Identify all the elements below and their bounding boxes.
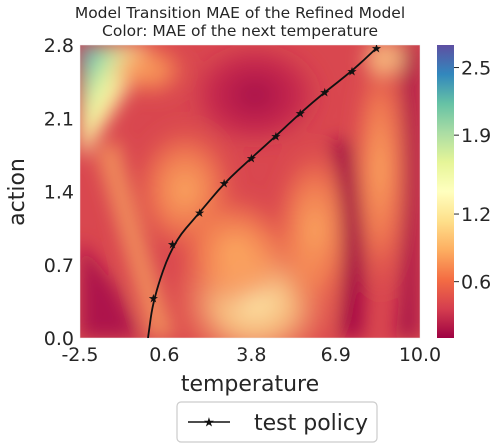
colorbar-tick-label: 0.6 [461, 272, 491, 294]
policy-point-marker: ★ [167, 237, 178, 251]
x-axis-label: temperature [181, 372, 319, 397]
series-layer: ★ ★ ★ ★ ★ ★ ★ ★ ★ ★ [147, 42, 382, 338]
policy-point-marker: ★ [371, 42, 382, 56]
heatmap-field [80, 45, 420, 338]
policy-point-marker: ★ [194, 206, 205, 220]
y-tick-label: 2.1 [44, 108, 74, 130]
x-tick-label: -2.5 [61, 344, 98, 366]
policy-point-marker: ★ [295, 107, 306, 121]
policy-point-marker: ★ [148, 292, 159, 306]
x-tick-label: 0.6 [149, 344, 179, 366]
y-axis-ticks: 0.0 0.7 1.4 2.1 2.8 [44, 35, 74, 350]
y-tick-label: 0.0 [44, 328, 74, 350]
y-tick-label: 0.7 [44, 255, 74, 277]
colorbar-tick-label: 1.9 [461, 125, 491, 147]
heatmap-blobs [80, 45, 420, 338]
y-axis-label: action [5, 158, 30, 226]
plot-area [79, 44, 421, 339]
colorbar-tick-label: 1.2 [461, 204, 491, 226]
legend-star-marker: ★ [203, 416, 215, 431]
legend-box [176, 401, 378, 443]
policy-line [147, 47, 378, 338]
colorbar-ticks: 0.6 1.2 1.9 2.5 [454, 58, 491, 294]
chart-title: Model Transition MAE of the Refined Mode… [75, 4, 405, 22]
colorbar [437, 45, 454, 338]
policy-point-marker: ★ [219, 177, 230, 191]
y-tick-label: 2.8 [44, 35, 74, 57]
legend: ★ test policy [176, 401, 378, 443]
policy-point-marker: ★ [319, 86, 330, 100]
x-tick-label: 10.0 [399, 344, 441, 366]
policy-point-marker: ★ [347, 65, 358, 79]
x-tick-label: 3.8 [236, 344, 266, 366]
policy-point-marker: ★ [246, 152, 257, 166]
policy-point-marker: ★ [270, 130, 281, 144]
x-axis-ticks: -2.5 0.6 3.8 6.9 10.0 [61, 344, 441, 366]
y-tick-label: 1.4 [44, 182, 74, 204]
chart-subtitle: Color: MAE of the next temperature [102, 22, 378, 40]
x-tick-label: 6.9 [321, 344, 351, 366]
legend-label: test policy [254, 411, 368, 436]
colorbar-tick-label: 2.5 [461, 58, 491, 80]
